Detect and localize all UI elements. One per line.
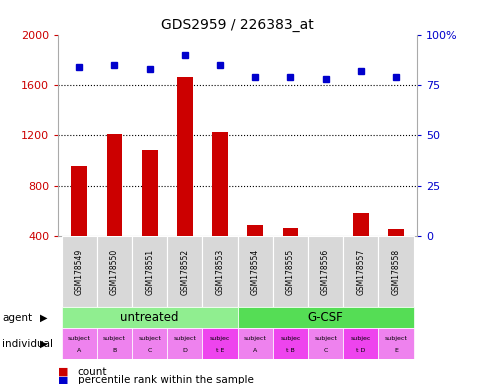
Title: GDS2959 / 226383_at: GDS2959 / 226383_at [161,18,313,32]
Text: C: C [323,348,327,353]
Text: GSM178558: GSM178558 [391,248,400,295]
Bar [61,236,97,307]
Bar [141,151,157,236]
Text: subjec: subjec [350,336,370,341]
Text: ▶: ▶ [40,313,47,323]
Text: GSM178553: GSM178553 [215,248,224,295]
Bar [167,236,202,307]
Text: subject: subject [103,336,126,341]
Text: E: E [393,348,397,353]
Text: ■: ■ [58,375,69,384]
Bar [343,236,378,307]
Bar [352,214,368,236]
Text: count: count [77,367,107,377]
Text: ▶: ▶ [40,339,47,349]
Text: GSM178555: GSM178555 [286,248,294,295]
Bar [282,228,298,236]
Bar [167,328,202,359]
Bar [132,236,167,307]
Text: subjec: subjec [210,336,230,341]
Bar [97,328,132,359]
Text: ■: ■ [58,367,69,377]
Text: t B: t B [286,348,294,353]
Text: GSM178551: GSM178551 [145,248,154,295]
Text: GSM178549: GSM178549 [75,248,84,295]
Text: t E: t E [215,348,224,353]
Text: subject: subject [68,336,91,341]
Bar [378,328,413,359]
Text: GSM178556: GSM178556 [320,248,330,295]
Text: subjec: subjec [280,336,300,341]
Text: A: A [253,348,257,353]
Bar [272,236,307,307]
Bar [212,132,227,236]
Text: agent: agent [2,313,32,323]
Bar [61,307,237,328]
Bar [247,225,263,236]
Text: t D: t D [355,348,365,353]
Bar [71,166,87,236]
Text: GSM178557: GSM178557 [356,248,364,295]
Bar [378,236,413,307]
Bar [106,134,122,236]
Text: subject: subject [173,336,196,341]
Bar [237,307,413,328]
Bar [177,78,193,236]
Bar [387,229,403,236]
Text: D: D [182,348,187,353]
Text: C: C [147,348,151,353]
Text: untreated: untreated [120,311,179,324]
Text: subject: subject [138,336,161,341]
Bar [307,328,343,359]
Bar [237,236,272,307]
Text: percentile rank within the sample: percentile rank within the sample [77,375,253,384]
Text: GSM178552: GSM178552 [180,248,189,295]
Text: subject: subject [384,336,407,341]
Bar [132,328,167,359]
Text: individual: individual [2,339,53,349]
Bar [317,236,333,242]
Text: A: A [77,348,81,353]
Text: GSM178550: GSM178550 [110,248,119,295]
Bar [97,236,132,307]
Bar [202,236,237,307]
Bar [272,328,307,359]
Bar [202,328,237,359]
Bar [343,328,378,359]
Text: subject: subject [243,336,266,341]
Bar [237,328,272,359]
Text: B: B [112,348,116,353]
Bar [307,236,343,307]
Text: GSM178554: GSM178554 [250,248,259,295]
Text: subject: subject [314,336,336,341]
Bar [61,328,97,359]
Text: G-CSF: G-CSF [307,311,343,324]
